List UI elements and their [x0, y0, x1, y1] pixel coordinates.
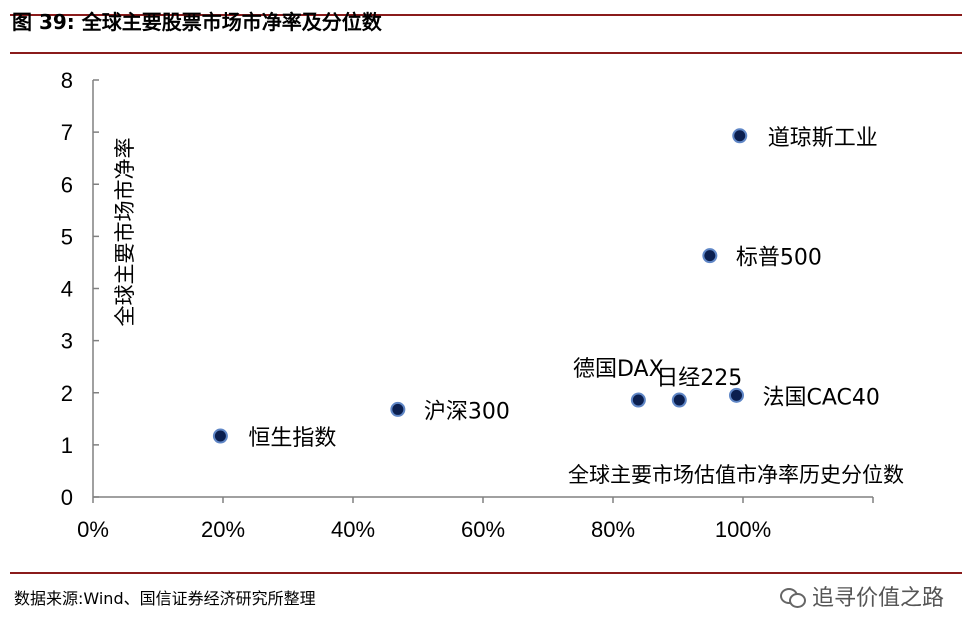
point-label: 恒生指数 [248, 426, 336, 451]
y-axis-label: 全球主要市场市净率 [113, 138, 137, 327]
source-note: 数据来源:Wind、国信证券经济研究所整理 [14, 589, 316, 608]
x-axis-label: 全球主要市场估值市净率历史分位数 [568, 463, 904, 487]
figure-title: 图 39: 全球主要股票市场市净率及分位数 [12, 10, 382, 34]
scatter-point [732, 128, 748, 144]
y-tick-label: 3 [61, 329, 73, 354]
point-label: 法国CAC40 [763, 385, 880, 410]
x-tick-label: 0% [77, 517, 109, 542]
x-tick-label: 80% [591, 517, 635, 542]
watermark: 追寻价值之路 [779, 580, 944, 612]
axes [92, 79, 874, 503]
scatter-point [671, 392, 687, 408]
scatter-point [390, 401, 406, 417]
y-tick-label: 8 [61, 68, 73, 93]
y-tick-label: 5 [61, 224, 73, 249]
y-tick-label: 6 [61, 172, 73, 197]
x-tick-label: 60% [461, 517, 505, 542]
point-label: 沪深300 [424, 399, 510, 424]
scatter-point [702, 248, 718, 264]
y-tick-label: 1 [61, 433, 73, 458]
x-tick-label: 20% [201, 517, 245, 542]
y-tick-label: 0 [61, 485, 73, 510]
y-tick-label: 7 [61, 120, 73, 145]
title-bar [10, 14, 962, 54]
source-divider [10, 572, 962, 574]
watermark-text: 追寻价值之路 [811, 586, 944, 611]
point-label: 道琼斯工业 [768, 126, 878, 151]
x-tick-label: 100% [715, 517, 771, 542]
wechat-icon [779, 586, 806, 608]
x-tick-label: 40% [331, 517, 375, 542]
scatter-point [729, 387, 744, 403]
y-tick-label: 2 [61, 381, 73, 406]
point-label: 标普500 [736, 246, 822, 271]
point-label: 德国DAX [573, 357, 664, 382]
point-label: 日经225 [656, 366, 742, 391]
scatter-point [212, 428, 228, 444]
scatter-point [630, 392, 646, 408]
y-tick-label: 4 [61, 277, 73, 302]
